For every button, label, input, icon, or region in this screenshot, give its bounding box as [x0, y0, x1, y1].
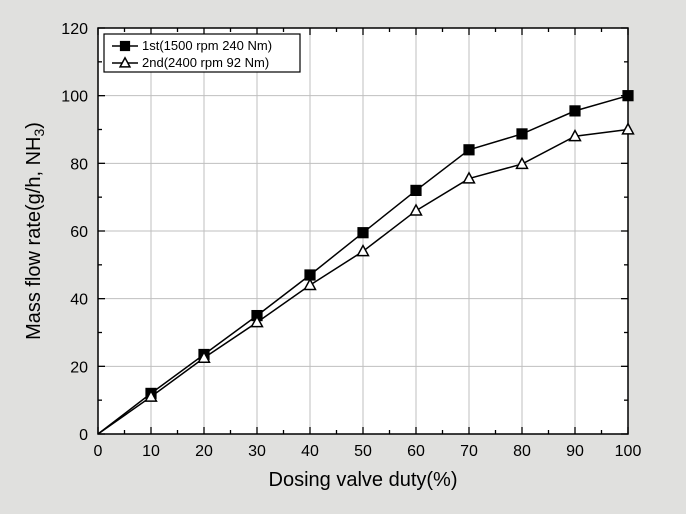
svg-text:120: 120 [61, 21, 88, 38]
svg-text:20: 20 [195, 443, 213, 460]
svg-text:80: 80 [70, 156, 88, 173]
svg-text:10: 10 [142, 443, 160, 460]
x-axis-label: Dosing valve duty(%) [269, 469, 458, 491]
svg-text:90: 90 [566, 443, 584, 460]
chart-figure: 0 10 20 30 40 50 60 70 80 90 100 0 20 40 60 80 100 120 Dos… [0, 0, 686, 514]
svg-text:0: 0 [94, 443, 103, 460]
svg-text:20: 20 [70, 359, 88, 376]
svg-text:1st(1500 rpm 240 Nm): 1st(1500 rpm 240 Nm) [142, 38, 272, 53]
chart-svg: 0 10 20 30 40 50 60 70 80 90 100 0 20 40 60 80 100 120 Dos… [0, 0, 686, 514]
svg-text:0: 0 [79, 427, 88, 444]
svg-text:100: 100 [61, 89, 88, 106]
svg-text:40: 40 [70, 292, 88, 309]
legend: 1st(1500 rpm 240 Nm) 2nd(2400 rpm 92 Nm) [104, 34, 300, 72]
y-axis-label: Mass flow rate(g/h, NH3) [23, 122, 47, 340]
svg-text:80: 80 [513, 443, 531, 460]
svg-text:70: 70 [460, 443, 478, 460]
svg-text:50: 50 [354, 443, 372, 460]
svg-text:60: 60 [407, 443, 425, 460]
svg-text:60: 60 [70, 224, 88, 241]
svg-text:100: 100 [615, 443, 642, 460]
svg-text:40: 40 [301, 443, 319, 460]
svg-text:30: 30 [248, 443, 266, 460]
svg-text:2nd(2400 rpm 92 Nm): 2nd(2400 rpm 92 Nm) [142, 55, 269, 70]
